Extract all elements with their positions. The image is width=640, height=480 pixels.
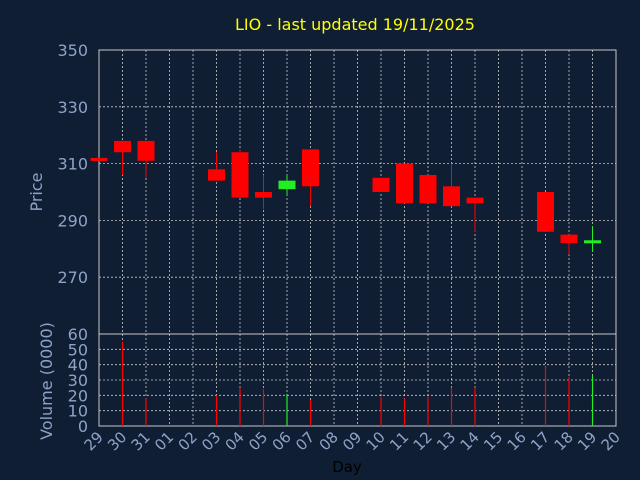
day-tick-label: 02: [175, 428, 201, 454]
day-tick-label: 05: [245, 428, 271, 454]
volume-bar-18: [568, 376, 570, 426]
candle-body: [396, 163, 413, 204]
candle-10: [372, 177, 390, 192]
day-axis-label: Day: [332, 458, 362, 476]
candle-11: [396, 163, 413, 204]
candle-07: [302, 149, 319, 207]
candle-body: [231, 152, 249, 198]
day-tick-label: 01: [151, 428, 177, 454]
candle-body: [255, 192, 272, 198]
candle-body: [372, 177, 390, 192]
candle-31: [137, 140, 155, 178]
candle-30: [114, 140, 131, 175]
candle-18: [560, 234, 578, 255]
volume-bar-03: [215, 395, 218, 426]
volume-bar-31: [145, 398, 147, 426]
chart-title: LIO - last updated 19/11/2025: [235, 15, 475, 34]
candle-body: [537, 192, 554, 232]
day-tick-label: 20: [598, 428, 624, 454]
volume-bar-10: [380, 396, 382, 426]
candle-body: [302, 149, 319, 187]
candle-14: [466, 197, 484, 232]
day-tick-label: 03: [198, 428, 224, 454]
day-tick-label: 19: [574, 428, 600, 454]
price-tick-label: 350: [57, 41, 88, 60]
volume-bars: [121, 341, 594, 426]
day-tick-label: 16: [504, 428, 530, 454]
volume-tick-label: 50: [68, 340, 88, 359]
volume-axis-label: Volume (0000): [37, 322, 56, 440]
volume-tick-label: 10: [68, 402, 88, 421]
volume-bar-30: [121, 341, 124, 426]
day-tick-label: 30: [104, 428, 130, 454]
candle-body: [208, 169, 225, 181]
candle-body: [466, 197, 484, 204]
volume-bar-13: [450, 387, 453, 426]
day-tick-label: 15: [480, 428, 506, 454]
price-y-ticks: 350 330 310 290 270: [57, 41, 88, 287]
candle-03: [208, 152, 225, 181]
day-x-ticks: 2930310102030405060708091011121314151617…: [81, 428, 624, 454]
candle-body: [90, 157, 108, 161]
candle-04: [231, 149, 249, 198]
day-tick-label: 04: [222, 428, 248, 454]
day-tick-label: 31: [128, 428, 154, 454]
day-tick-label: 08: [316, 428, 342, 454]
day-tick-label: 09: [339, 428, 365, 454]
day-tick-label: 13: [433, 428, 459, 454]
volume-bar-12: [427, 396, 429, 426]
candle-29: [90, 157, 108, 161]
price-tick-label: 290: [57, 211, 88, 230]
volume-bar-11: [403, 398, 406, 426]
price-tick-label: 330: [57, 98, 88, 117]
candle-19: [584, 226, 601, 252]
candle-05: [255, 174, 272, 210]
volume-bar-17: [544, 366, 547, 426]
volume-bar-07: [309, 399, 312, 426]
day-tick-label: 14: [457, 428, 483, 454]
day-tick-label: 12: [410, 428, 436, 454]
volume-tick-label: 0: [78, 417, 88, 436]
day-tick-label: 11: [386, 428, 412, 454]
candle-12: [419, 174, 437, 204]
volume-tick-label: 40: [68, 356, 88, 375]
candle-06: [278, 174, 296, 195]
volume-bar-14: [474, 387, 476, 426]
day-tick-label: 17: [527, 428, 553, 454]
candle-body: [419, 174, 437, 204]
day-tick-label: 06: [269, 428, 295, 454]
candle-body: [560, 234, 578, 244]
volume-bar-05: [262, 389, 265, 426]
price-candles: [90, 140, 601, 255]
volume-bar-04: [239, 387, 241, 426]
candle-body: [137, 140, 155, 161]
candle-body: [278, 180, 296, 190]
volume-plot-frame: [98, 333, 617, 427]
day-tick-label: 10: [363, 428, 389, 454]
candle-17: [537, 192, 554, 232]
volume-tick-label: 60: [68, 325, 88, 344]
price-tick-label: 310: [57, 155, 88, 174]
candle-13: [443, 163, 460, 207]
price-tick-label: 270: [57, 268, 88, 287]
price-axis-label: Price: [27, 172, 46, 211]
day-tick-label: 07: [292, 428, 318, 454]
grid-lines: [99, 49, 616, 427]
volume-tick-label: 20: [68, 386, 88, 405]
candle-body: [584, 240, 601, 244]
volume-tick-label: 30: [68, 371, 88, 390]
day-tick-label: 18: [551, 428, 577, 454]
volume-bar-19: [591, 375, 594, 426]
volume-bar-06: [286, 393, 288, 426]
candle-body: [114, 140, 131, 153]
candle-body: [443, 186, 460, 207]
